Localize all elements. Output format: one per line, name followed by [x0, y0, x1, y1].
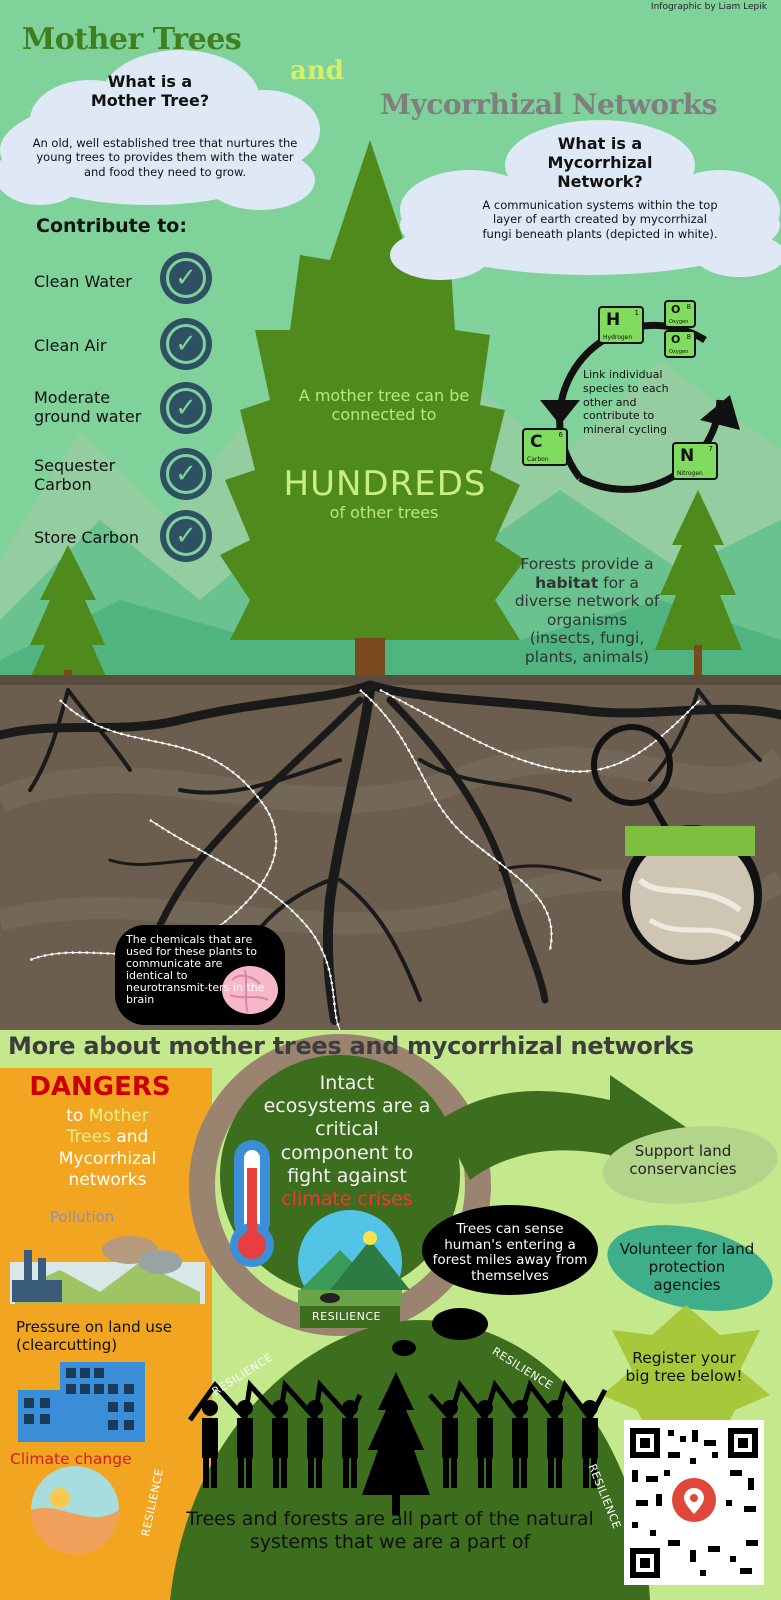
section-heading: More about mother trees and mycorrhizal … [8, 1032, 694, 1060]
pressure-label: Pressure on land use (clearcutting) [16, 1318, 172, 1354]
check-icon: ✓ [160, 448, 212, 500]
credit: Infographic by Liam Lepik [650, 2, 767, 12]
pollution-label: Pollution [50, 1208, 115, 1226]
title-and: and [290, 56, 344, 86]
mother-tree-fact-line1: A mother tree can be connected to [298, 386, 470, 425]
contribute-heading: Contribute to: [36, 215, 187, 237]
title-mycorrhizal-networks: Mycorrhizal Networks [380, 88, 717, 121]
intact-ecosystems-text: Intact ecosystems are a critical compone… [263, 1072, 431, 1210]
brain-note: The chemicals that are used for these pl… [126, 933, 265, 1007]
element-oxygen-icon: O 8 Oxygen [664, 330, 696, 358]
mother-tree-definition: An old, well established tree that nurtu… [32, 136, 298, 179]
footer-text: Trees and forests are all part of the na… [186, 1508, 594, 1553]
support-conservancies-text: Support land conservancies [629, 1142, 737, 1178]
mother-tree-heading: What is a Mother Tree? [90, 72, 210, 111]
volunteer-text: Volunteer for land protection agencies [619, 1240, 755, 1294]
check-icon: ✓ [160, 382, 212, 434]
cloud-mycorrhizal [390, 120, 781, 280]
qr-code[interactable] [624, 1420, 764, 1585]
register-tree-text: Register your big tree below! [625, 1349, 743, 1385]
check-icon: ✓ [160, 510, 212, 562]
small-tree-right [655, 490, 742, 690]
cycle-description: Link individual species to each other an… [583, 368, 669, 436]
check-icon: ✓ [160, 252, 212, 304]
contribute-item: Clean Air [34, 336, 107, 355]
element-hydrogen-icon: H 1 Hydrogen [598, 306, 644, 344]
magnifier-graphic [591, 724, 762, 965]
building-illustration [18, 1362, 145, 1442]
contribute-item: Sequester Carbon [34, 456, 116, 495]
resilience-label: RESILIENCE [312, 1310, 382, 1323]
contribute-item: Moderate ground water [34, 388, 142, 427]
mycorrhizal-heading: What is a Mycorrhizal Network? [547, 134, 653, 192]
check-icon: ✓ [160, 318, 212, 370]
cloud-mother-tree [0, 50, 320, 210]
element-carbon-icon: C 6 Carbon [522, 428, 568, 466]
element-nitrogen-icon: N 7 Nitrogen [672, 442, 718, 480]
mother-tree-fact-line2: of other trees [329, 503, 439, 522]
pollution-illustration [10, 1236, 205, 1304]
hundreds-label: HUNDREDS [283, 464, 487, 504]
climate-change-illustration [31, 1466, 119, 1554]
climate-change-label: Climate change [10, 1450, 132, 1468]
thermometer-icon [230, 1140, 274, 1267]
dangers-subtitle: to Mother Trees and Mycorrhizal networks [58, 1106, 157, 1190]
element-oxygen-icon: O 8 Oxygen [664, 300, 696, 328]
contribute-item: Store Carbon [34, 528, 140, 547]
people-silhouettes [187, 1379, 608, 1488]
ecosystem-circle-illustration [298, 1210, 410, 1314]
forests-habitat-text: Forests provide a habitat for a diverse … [514, 555, 660, 666]
trees-sense-text: Trees can sense human's entering a fores… [432, 1221, 588, 1284]
dangers-title: DANGERS [29, 1072, 171, 1102]
contribute-item: Clean Water [34, 272, 132, 291]
title-mother-trees: Mother Trees [22, 22, 242, 57]
mycorrhizal-definition: A communication systems within the top l… [482, 198, 718, 241]
